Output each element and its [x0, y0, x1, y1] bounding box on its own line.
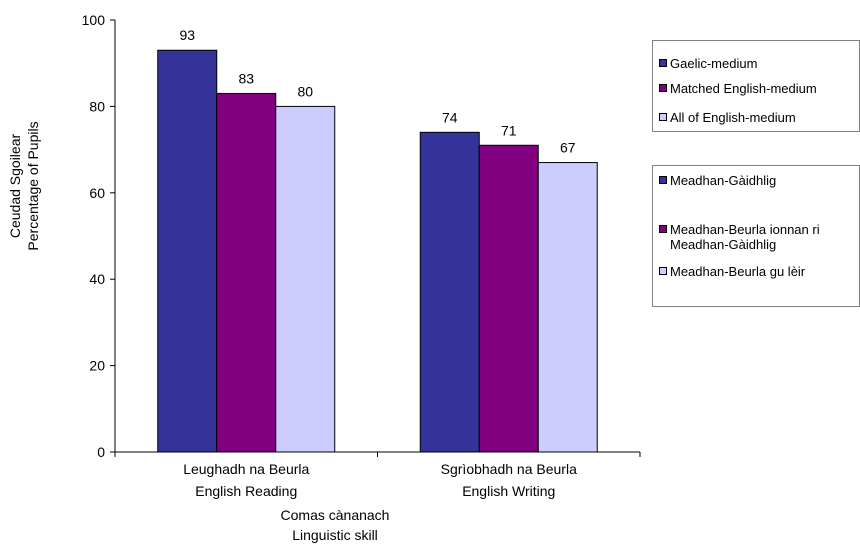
data-label: 71 — [501, 122, 517, 138]
legend-label: Meadhan-Beurla ionnan ri Meadhan-Gàidhli… — [670, 222, 820, 252]
category-label: English Writing — [462, 483, 555, 499]
legend-label: All of English-medium — [670, 110, 796, 125]
y-tick-label: 20 — [89, 358, 105, 374]
legend-english: Gaelic-medium Matched English-medium All o… — [652, 40, 860, 132]
legend-item: Gaelic-medium — [659, 56, 855, 71]
legend-swatch — [659, 113, 667, 121]
legend-swatch — [659, 225, 667, 233]
bars — [157, 49, 598, 453]
legend-label: Matched English-medium — [670, 81, 817, 96]
data-label: 83 — [238, 70, 254, 86]
bar — [216, 92, 277, 453]
y-tick-label: 40 — [89, 271, 105, 287]
y-tick-label: 80 — [89, 98, 105, 114]
x-axis-label-line: Comas cànanach — [281, 507, 390, 523]
axes — [114, 20, 641, 457]
legend-item: Meadhan-Beurla ionnan ri Meadhan-Gàidhli… — [659, 222, 855, 252]
y-tick-label: 60 — [89, 185, 105, 201]
legend-swatch — [659, 84, 667, 92]
legend-gaelic: Meadhan-Gàidhlig Meadhan-Beurla ionnan ri… — [652, 165, 860, 307]
category-label: English Reading — [195, 483, 297, 499]
data-label: 93 — [179, 27, 195, 43]
category-label: Leughadh na Beurla — [183, 461, 309, 477]
y-axis-label-line: Percentage of Pupils — [25, 121, 41, 250]
data-label: 67 — [560, 140, 576, 156]
legend-item: All of English-medium — [659, 110, 855, 125]
y-axis-label-line: Ceudad Sgoilear — [7, 134, 23, 239]
legend-item: Meadhan-Beurla gu lèir — [659, 264, 855, 279]
legend-label: Meadhan-Gàidhlig — [670, 173, 777, 188]
legend-swatch — [659, 59, 667, 67]
legend-label: Gaelic-medium — [670, 56, 758, 71]
legend-item: Meadhan-Gàidhlig — [659, 173, 855, 188]
data-label: 74 — [442, 109, 458, 125]
data-labels: 93 74 83 71 80 67 — [179, 27, 575, 155]
legend-swatch — [659, 267, 667, 275]
legend-swatch — [659, 176, 667, 184]
legend-label: Meadhan-Beurla gu lèir — [670, 264, 806, 279]
y-axis-ticks: 0 20 40 60 80 100 — [82, 12, 115, 460]
bar — [537, 162, 598, 453]
y-tick-label: 100 — [82, 12, 106, 28]
bar — [157, 49, 218, 453]
x-axis-label-line: Linguistic skill — [292, 527, 378, 543]
bar — [419, 131, 480, 453]
bar — [478, 144, 539, 453]
category-labels: Leughadh na Beurla English Reading Sgrìobh… — [183, 461, 577, 499]
y-axis-label: Ceudad Sgoilear Percentage of Pupils — [7, 121, 41, 250]
x-axis-label: Comas cànanach Linguistic skill — [281, 507, 390, 543]
data-label: 80 — [297, 83, 313, 99]
legend-item: Matched English-medium — [659, 81, 855, 96]
y-tick-label: 0 — [97, 444, 105, 460]
bar — [275, 105, 336, 453]
category-label: Sgrìobhadh na Beurla — [441, 461, 577, 477]
